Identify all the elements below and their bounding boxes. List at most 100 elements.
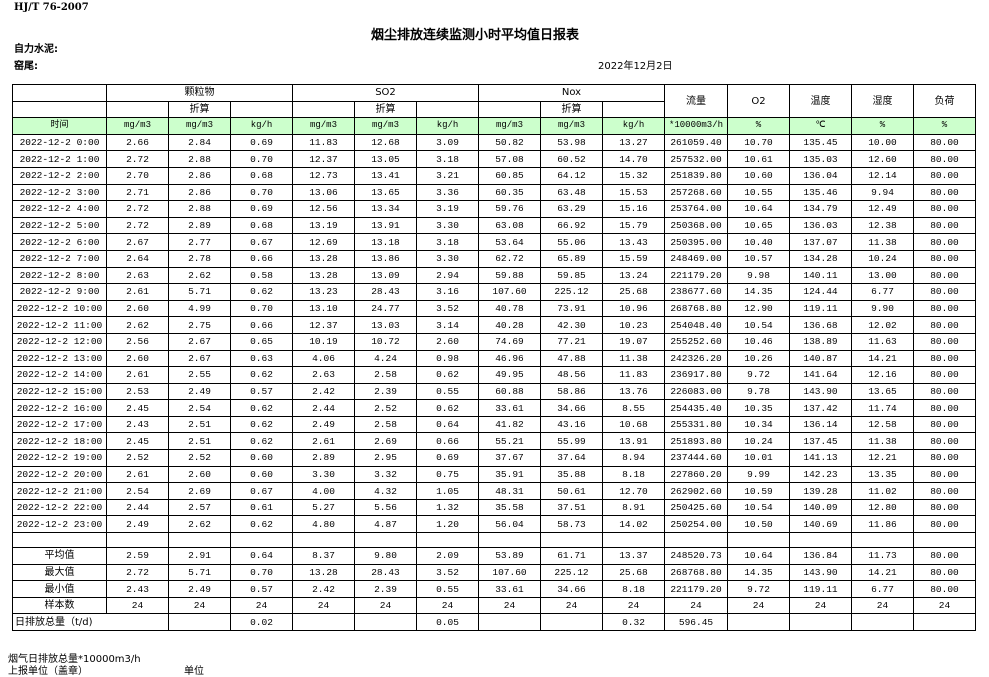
value-cell: 2.86 <box>168 166 231 185</box>
value-cell: 35.91 <box>478 465 541 484</box>
value-cell: 2.45 <box>106 399 169 417</box>
value-cell: 136.04 <box>789 166 852 185</box>
value-cell: 80.00 <box>913 563 976 582</box>
time-cell: 2022-12-2 10:00 <box>12 299 107 318</box>
time-cell: 2022-12-2 13:00 <box>12 349 107 368</box>
value-cell: 2.67 <box>168 332 231 351</box>
table-row: 2022-12-2 17:00 2.43 2.51 0.62 2.49 2.58 0.64 4… <box>12 415 976 434</box>
summary-label: 平均值 <box>12 547 107 565</box>
value-cell: 2.56 <box>106 332 169 351</box>
value-cell: 12.14 <box>851 166 914 185</box>
sample-count-row: 样本数 24 24 24 24 24 24 24 24 24 24 24 24 24 24 <box>12 596 976 615</box>
value-cell: 107.60 <box>478 563 541 582</box>
value-cell: 13.76 <box>602 382 665 401</box>
value-cell: 37.67 <box>478 449 541 467</box>
value-cell: 14.70 <box>602 150 665 168</box>
value-cell: 262902.60 <box>664 482 728 500</box>
table-row: 2022-12-2 0:00 2.66 2.84 0.69 11.83 12.68 3.09… <box>12 133 976 152</box>
value-cell: 53.89 <box>478 547 541 565</box>
value-cell: 33.61 <box>478 580 541 598</box>
value-cell: 13.91 <box>602 432 665 451</box>
value-cell: 268768.80 <box>664 299 728 318</box>
header-load: 负荷 <box>913 83 976 119</box>
value-cell: 10.96 <box>602 299 665 318</box>
value-cell: 253764.00 <box>664 200 728 218</box>
value-cell: 13.18 <box>354 233 417 251</box>
value-cell: 0.69 <box>416 449 479 467</box>
value-cell: 2.45 <box>106 432 169 451</box>
value-cell: 60.52 <box>540 150 603 168</box>
value-cell: 2.52 <box>106 449 169 467</box>
value-cell: 2.44 <box>292 399 355 417</box>
value-cell: 8.18 <box>602 465 665 484</box>
value-cell: 80.00 <box>913 382 976 401</box>
table-row: 2022-12-2 19:00 2.52 2.52 0.60 2.89 2.95 0.69 3… <box>12 449 976 467</box>
value-cell: 248520.73 <box>664 547 728 565</box>
value-cell: 2.49 <box>168 382 231 401</box>
value-cell: 19.07 <box>602 332 665 351</box>
value-cell: 12.56 <box>292 200 355 218</box>
value-cell: 80.00 <box>913 482 976 500</box>
value-cell: 254435.40 <box>664 399 728 417</box>
value-cell: 58.86 <box>540 382 603 401</box>
header-temperature: 温度 <box>789 83 852 119</box>
value-cell: 142.23 <box>789 465 852 484</box>
value-cell: 63.29 <box>540 200 603 218</box>
value-cell: 28.43 <box>354 563 417 582</box>
unit-cell: mg/m3 <box>354 117 417 135</box>
value-cell: 13.41 <box>354 166 417 185</box>
value-cell: 13.65 <box>851 382 914 401</box>
value-cell: 10.54 <box>727 498 790 517</box>
value-cell: 2.43 <box>106 580 169 598</box>
value-cell: 13.28 <box>292 563 355 582</box>
value-cell: 11.83 <box>292 133 355 152</box>
value-cell: 66.92 <box>540 216 603 235</box>
unit-cell: mg/m3 <box>478 117 541 135</box>
value-cell: 10.01 <box>727 449 790 467</box>
value-cell: 0.62 <box>230 515 293 534</box>
value-cell: 13.37 <box>602 547 665 565</box>
value-cell: 24 <box>664 596 728 615</box>
value-cell: 80.00 <box>913 150 976 168</box>
table-row: 2022-12-2 1:00 2.72 2.88 0.70 12.37 13.05 3.18… <box>12 150 976 168</box>
daily-total-flow: 596.45 <box>664 613 728 631</box>
value-cell: 80.00 <box>913 283 976 301</box>
empty-cell <box>292 613 355 631</box>
value-cell: 0.64 <box>416 415 479 434</box>
value-cell: 0.63 <box>230 349 293 368</box>
value-cell: 13.27 <box>602 133 665 152</box>
value-cell: 2.58 <box>354 366 417 384</box>
empty-cell <box>12 532 107 549</box>
value-cell: 3.30 <box>292 465 355 484</box>
value-cell: 12.02 <box>851 316 914 334</box>
value-cell: 13.43 <box>602 233 665 251</box>
value-cell: 2.88 <box>168 200 231 218</box>
value-cell: 41.82 <box>478 415 541 434</box>
value-cell: 2.72 <box>106 150 169 168</box>
value-cell: 0.58 <box>230 266 293 285</box>
table-row: 2022-12-2 8:00 2.63 2.62 0.58 13.28 13.09 2.94… <box>12 266 976 285</box>
value-cell: 80.00 <box>913 547 976 565</box>
empty-cell <box>168 613 231 631</box>
value-cell: 4.06 <box>292 349 355 368</box>
value-cell: 15.16 <box>602 200 665 218</box>
value-cell: 11.83 <box>602 366 665 384</box>
header-flow: 流量 <box>664 83 728 119</box>
value-cell: 55.06 <box>540 233 603 251</box>
time-cell: 2022-12-2 4:00 <box>12 200 107 218</box>
time-cell: 2022-12-2 6:00 <box>12 233 107 251</box>
value-cell: 2.49 <box>106 515 169 534</box>
header-row-sub: 折算 折算 折算 <box>12 100 976 119</box>
time-cell: 2022-12-2 8:00 <box>12 266 107 285</box>
value-cell: 24 <box>478 596 541 615</box>
value-cell: 10.19 <box>292 332 355 351</box>
time-cell: 2022-12-2 0:00 <box>12 133 107 152</box>
header-converted: 折算 <box>168 100 231 119</box>
empty-cell <box>789 613 852 631</box>
value-cell: 257268.60 <box>664 183 728 202</box>
header-blank <box>602 100 665 119</box>
unit-cell: mg/m3 <box>106 117 169 135</box>
time-cell: 2022-12-2 7:00 <box>12 249 107 268</box>
value-cell: 53.64 <box>478 233 541 251</box>
value-cell: 37.51 <box>540 498 603 517</box>
